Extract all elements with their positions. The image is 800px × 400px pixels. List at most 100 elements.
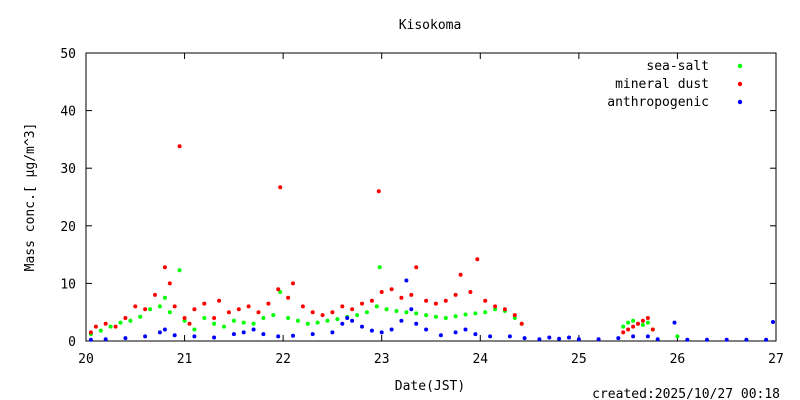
data-point bbox=[453, 314, 458, 319]
data-point bbox=[453, 330, 458, 335]
data-point bbox=[636, 321, 640, 326]
data-point bbox=[251, 327, 256, 332]
series-mineral-dust bbox=[88, 144, 655, 335]
x-tick-label: 27 bbox=[768, 352, 784, 367]
data-point bbox=[443, 316, 448, 320]
y-tick-label: 50 bbox=[60, 47, 76, 62]
data-point bbox=[123, 316, 128, 320]
data-point bbox=[123, 336, 128, 341]
data-point bbox=[305, 321, 310, 326]
data-point bbox=[187, 321, 192, 326]
data-point bbox=[744, 337, 749, 342]
data-point bbox=[162, 295, 167, 300]
data-point bbox=[231, 332, 236, 337]
data-point bbox=[473, 311, 478, 316]
data-point bbox=[414, 321, 419, 326]
data-point bbox=[424, 313, 429, 318]
data-point bbox=[340, 321, 345, 326]
data-point bbox=[414, 265, 419, 270]
data-point bbox=[389, 287, 394, 292]
data-point bbox=[350, 318, 355, 323]
data-point bbox=[650, 327, 655, 332]
legend-marker bbox=[737, 81, 743, 87]
data-point bbox=[291, 281, 295, 286]
data-point bbox=[315, 320, 320, 325]
data-point bbox=[463, 312, 468, 317]
y-tick-label: 10 bbox=[60, 277, 76, 292]
x-tick-label: 26 bbox=[670, 352, 686, 367]
data-point bbox=[596, 337, 601, 342]
data-point bbox=[345, 316, 350, 320]
data-point bbox=[443, 298, 448, 303]
data-point bbox=[167, 310, 172, 315]
data-point bbox=[374, 304, 379, 309]
data-point bbox=[251, 321, 256, 326]
data-point bbox=[177, 144, 182, 149]
data-point bbox=[379, 290, 384, 294]
data-point bbox=[350, 307, 355, 312]
data-point bbox=[182, 316, 187, 320]
data-point bbox=[295, 318, 300, 323]
data-point bbox=[113, 324, 118, 329]
data-point bbox=[394, 309, 399, 313]
data-point bbox=[404, 278, 409, 283]
data-point bbox=[483, 298, 488, 303]
data-point bbox=[453, 292, 458, 297]
data-point bbox=[468, 290, 473, 294]
data-point bbox=[621, 324, 626, 329]
data-point bbox=[399, 295, 404, 300]
data-point bbox=[300, 304, 305, 309]
data-point bbox=[645, 334, 650, 339]
data-point bbox=[369, 328, 374, 333]
x-tick-label: 21 bbox=[177, 352, 193, 367]
data-point bbox=[212, 335, 217, 340]
data-point bbox=[705, 337, 709, 342]
data-point bbox=[685, 337, 690, 342]
data-point bbox=[286, 295, 291, 300]
data-point bbox=[360, 301, 364, 306]
legend-label: sea-salt bbox=[646, 59, 709, 74]
data-point bbox=[567, 335, 571, 340]
data-point bbox=[640, 322, 645, 327]
x-tick-label: 25 bbox=[571, 352, 587, 367]
data-point bbox=[278, 290, 283, 294]
y-tick-label: 20 bbox=[60, 220, 76, 235]
data-point bbox=[522, 336, 527, 341]
x-tick-label: 24 bbox=[472, 352, 488, 367]
data-point bbox=[655, 337, 660, 342]
series-sea-salt bbox=[88, 265, 680, 339]
data-point bbox=[133, 304, 138, 309]
data-point bbox=[404, 310, 409, 315]
data-point bbox=[335, 317, 340, 322]
data-point bbox=[645, 316, 650, 320]
data-point bbox=[128, 318, 133, 323]
data-point bbox=[458, 272, 463, 277]
data-point bbox=[241, 330, 246, 335]
data-point bbox=[360, 324, 364, 329]
data-point bbox=[640, 318, 645, 323]
data-point bbox=[153, 292, 157, 297]
data-point bbox=[261, 316, 266, 320]
data-point bbox=[266, 301, 271, 306]
data-point bbox=[143, 307, 148, 312]
data-point bbox=[519, 321, 524, 326]
data-point bbox=[192, 334, 197, 339]
data-point bbox=[310, 310, 315, 315]
plot-area bbox=[88, 144, 775, 342]
data-point bbox=[675, 334, 680, 339]
data-point bbox=[103, 337, 108, 342]
data-point bbox=[286, 316, 291, 320]
data-point bbox=[167, 281, 172, 286]
data-point bbox=[241, 320, 246, 325]
data-point bbox=[537, 337, 542, 342]
data-point bbox=[330, 330, 335, 335]
created-timestamp: created:2025/10/27 00:18 bbox=[592, 387, 780, 400]
data-point bbox=[645, 320, 650, 325]
data-point bbox=[222, 324, 226, 329]
data-point bbox=[162, 265, 167, 270]
y-tick-label: 30 bbox=[60, 162, 76, 177]
data-point bbox=[182, 318, 187, 323]
y-axis-label: Mass conc.[ μg/m^3] bbox=[23, 123, 38, 272]
legend-marker bbox=[737, 99, 743, 105]
data-point bbox=[261, 332, 266, 337]
